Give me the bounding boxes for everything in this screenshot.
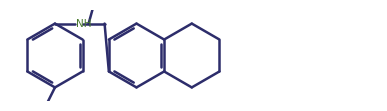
- Text: NH: NH: [76, 19, 92, 29]
